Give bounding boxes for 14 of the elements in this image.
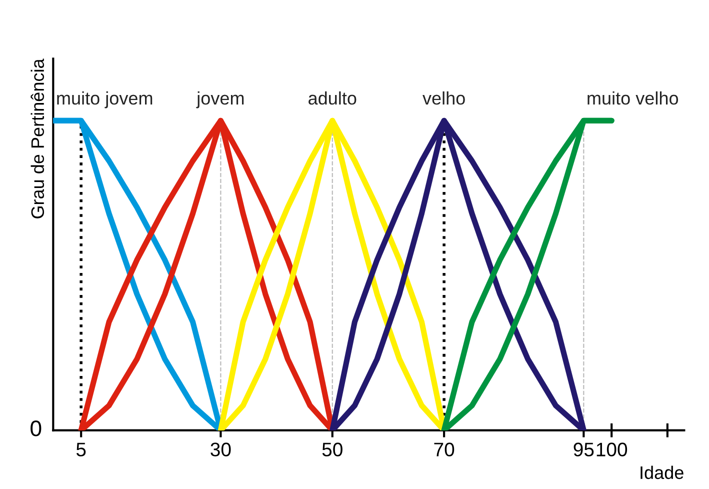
x-tick-label: 70	[434, 442, 454, 456]
series-label: adulto	[308, 91, 356, 105]
series-label: muito jovem	[57, 91, 152, 108]
series-label: velho	[422, 91, 465, 105]
x-tick-label: 95	[574, 442, 594, 456]
x-tick-label: 50	[322, 442, 342, 456]
x-tick-label: 30	[210, 442, 231, 456]
x-tick-label: 5	[76, 442, 86, 456]
x-axis-title: Idade	[640, 466, 684, 480]
x-tick-label: 100	[596, 442, 628, 456]
text: 0	[30, 420, 42, 436]
series-label: jovem	[196, 91, 244, 108]
series-label: muito velho	[588, 91, 678, 105]
y-axis-title: Grau de Pertinência	[30, 58, 44, 218]
